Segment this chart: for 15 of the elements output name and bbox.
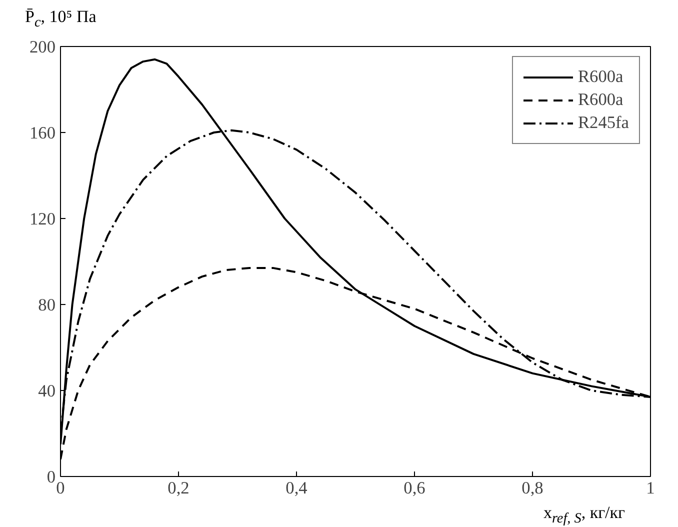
- y-tick-label: 160: [30, 124, 56, 142]
- x-tick-label: 0,2: [168, 478, 190, 498]
- legend-label: R245fa: [578, 113, 629, 133]
- x-axis-title: x$_{ref, S}$, кг/кг: [543, 502, 625, 527]
- legend-label: R600a: [578, 90, 624, 110]
- y-axis-title: P̄$_{c}$, 10⁵ Па: [25, 6, 96, 32]
- y-tick-label: 80: [38, 296, 56, 314]
- legend-label: R600a: [578, 67, 624, 87]
- x-tick-label: 0,4: [286, 478, 308, 498]
- y-tick-label: 200: [30, 38, 56, 56]
- x-tick-label: 1: [646, 478, 655, 498]
- x-tick-label: 0,8: [522, 478, 544, 498]
- y-tick-label: 120: [30, 210, 56, 228]
- y-tick-label: 40: [38, 382, 56, 400]
- x-tick-label: 0,6: [404, 478, 426, 498]
